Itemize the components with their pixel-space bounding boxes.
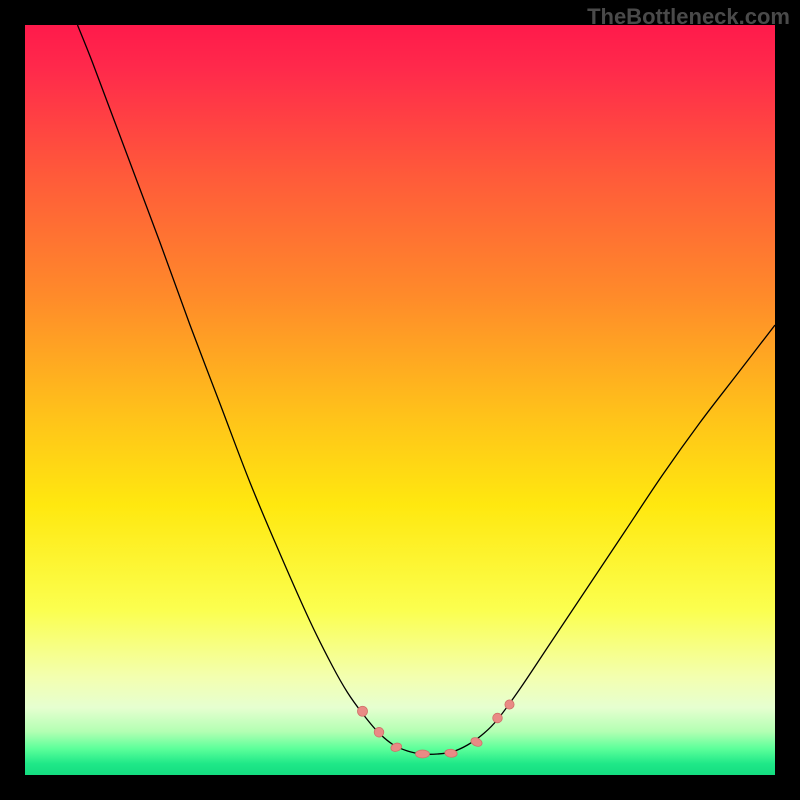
curve-marker [416,750,430,758]
chart-container: TheBottleneck.com [0,0,800,800]
curve-marker [358,706,368,716]
curve-marker [493,713,503,723]
bottleneck-curve-chart [0,0,800,800]
curve-marker [505,700,514,709]
curve-marker [374,727,384,737]
plot-background [25,25,775,775]
watermark-text: TheBottleneck.com [587,4,790,30]
